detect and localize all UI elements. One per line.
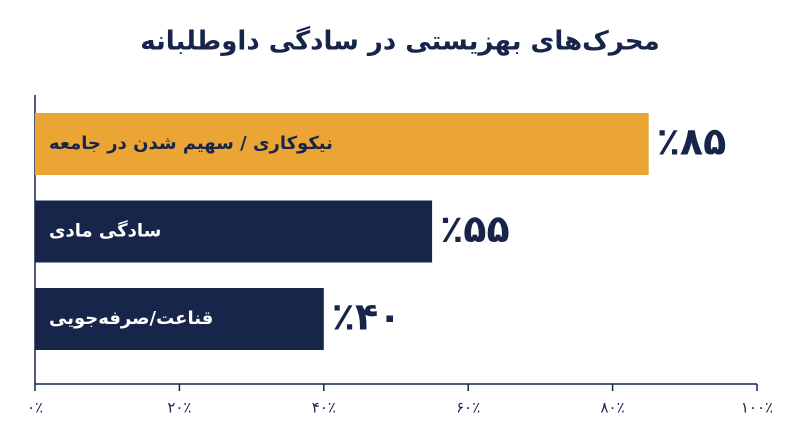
x-tick-label: ۶۰٪ [456,399,480,417]
chart-title: محرک‌های بهزیستی در سادگی داوطلبانه [140,26,660,57]
x-tick-label: ۸۰٪ [601,399,625,417]
bar-label: نیکوکاری / سهیم شدن در جامعه [49,133,333,154]
x-tick-label: ۲۰٪ [167,399,191,417]
bar [35,200,433,263]
bar [35,113,649,175]
value-label: ٪۸۵ [657,120,727,164]
x-tick-label: ۰٪ [27,399,43,417]
x-tick-label: ۴۰٪ [312,399,336,417]
value-label: ٪۵۵ [440,207,510,251]
bar-label: سادگی مادی [49,220,161,242]
x-tick-label: ۱۰۰٪ [741,399,773,417]
bar-label: قناعت/صرفه‌جویی [49,308,213,329]
value-label: ٪۴۰ [332,295,402,339]
bar [35,288,324,350]
